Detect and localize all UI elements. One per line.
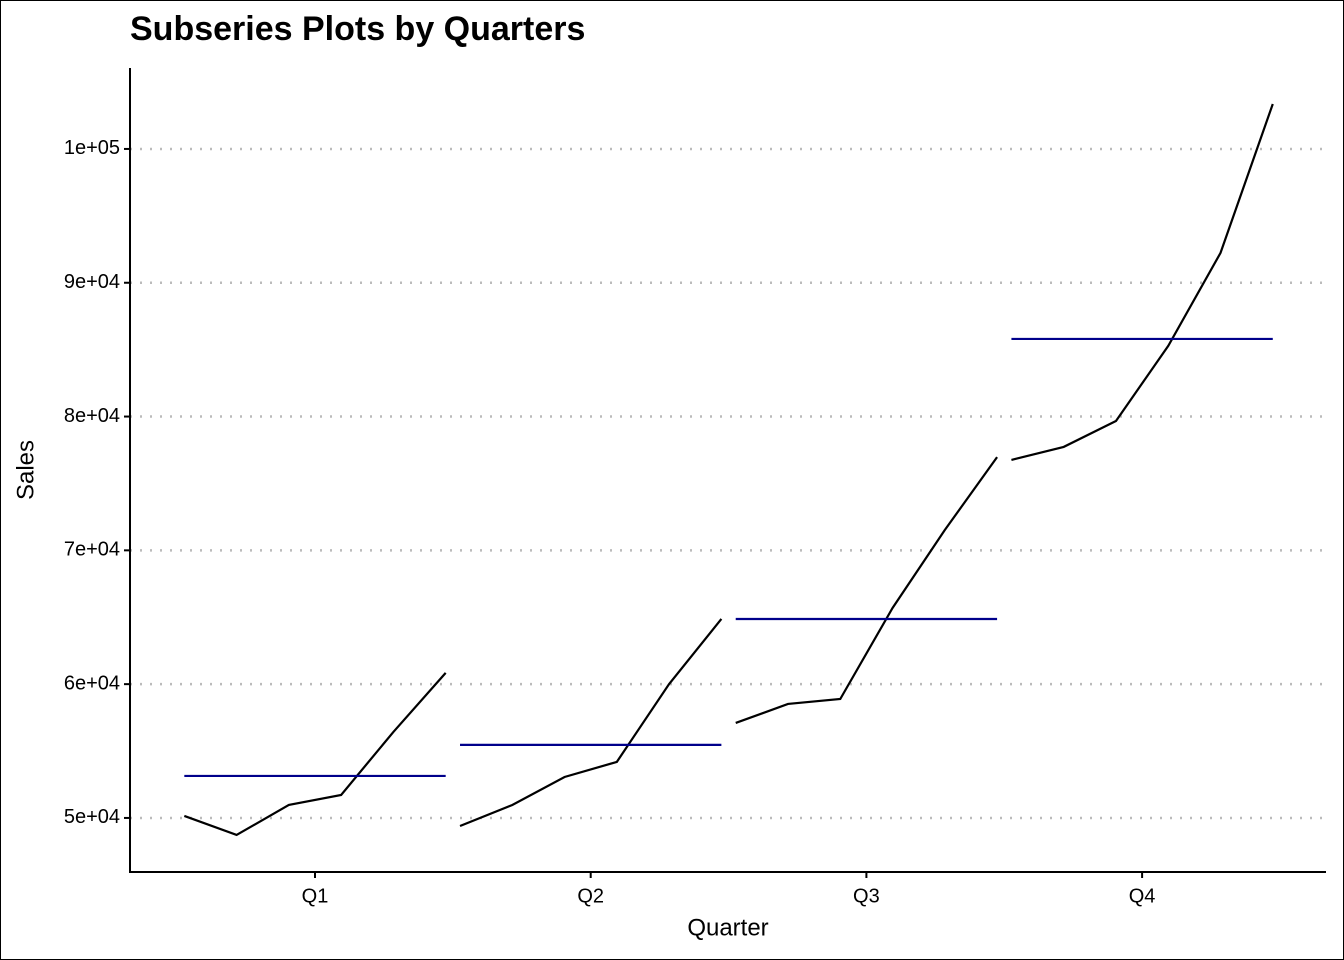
subseries-line: [735, 456, 998, 724]
y-tick-label: 9e+04: [64, 271, 120, 293]
x-tick-label: Q2: [577, 885, 604, 907]
y-tick-label: 7e+04: [64, 539, 120, 561]
subseries-line: [459, 618, 723, 827]
y-tick-label: 5e+04: [64, 806, 120, 828]
x-tick-label: Q3: [853, 885, 880, 907]
y-tick-label: 1e+05: [64, 137, 120, 159]
x-tick-label: Q4: [1129, 885, 1156, 907]
y-tick-label: 8e+04: [64, 405, 120, 427]
subseries-line: [183, 672, 447, 837]
x-axis-label: Quarter: [687, 914, 768, 941]
y-tick-label: 6e+04: [64, 672, 120, 694]
x-tick-label: Q1: [302, 885, 329, 907]
chart-title: Subseries Plots by Quarters: [130, 10, 585, 48]
y-axis-label: Sales: [12, 440, 39, 500]
subseries-line: [1011, 103, 1274, 461]
